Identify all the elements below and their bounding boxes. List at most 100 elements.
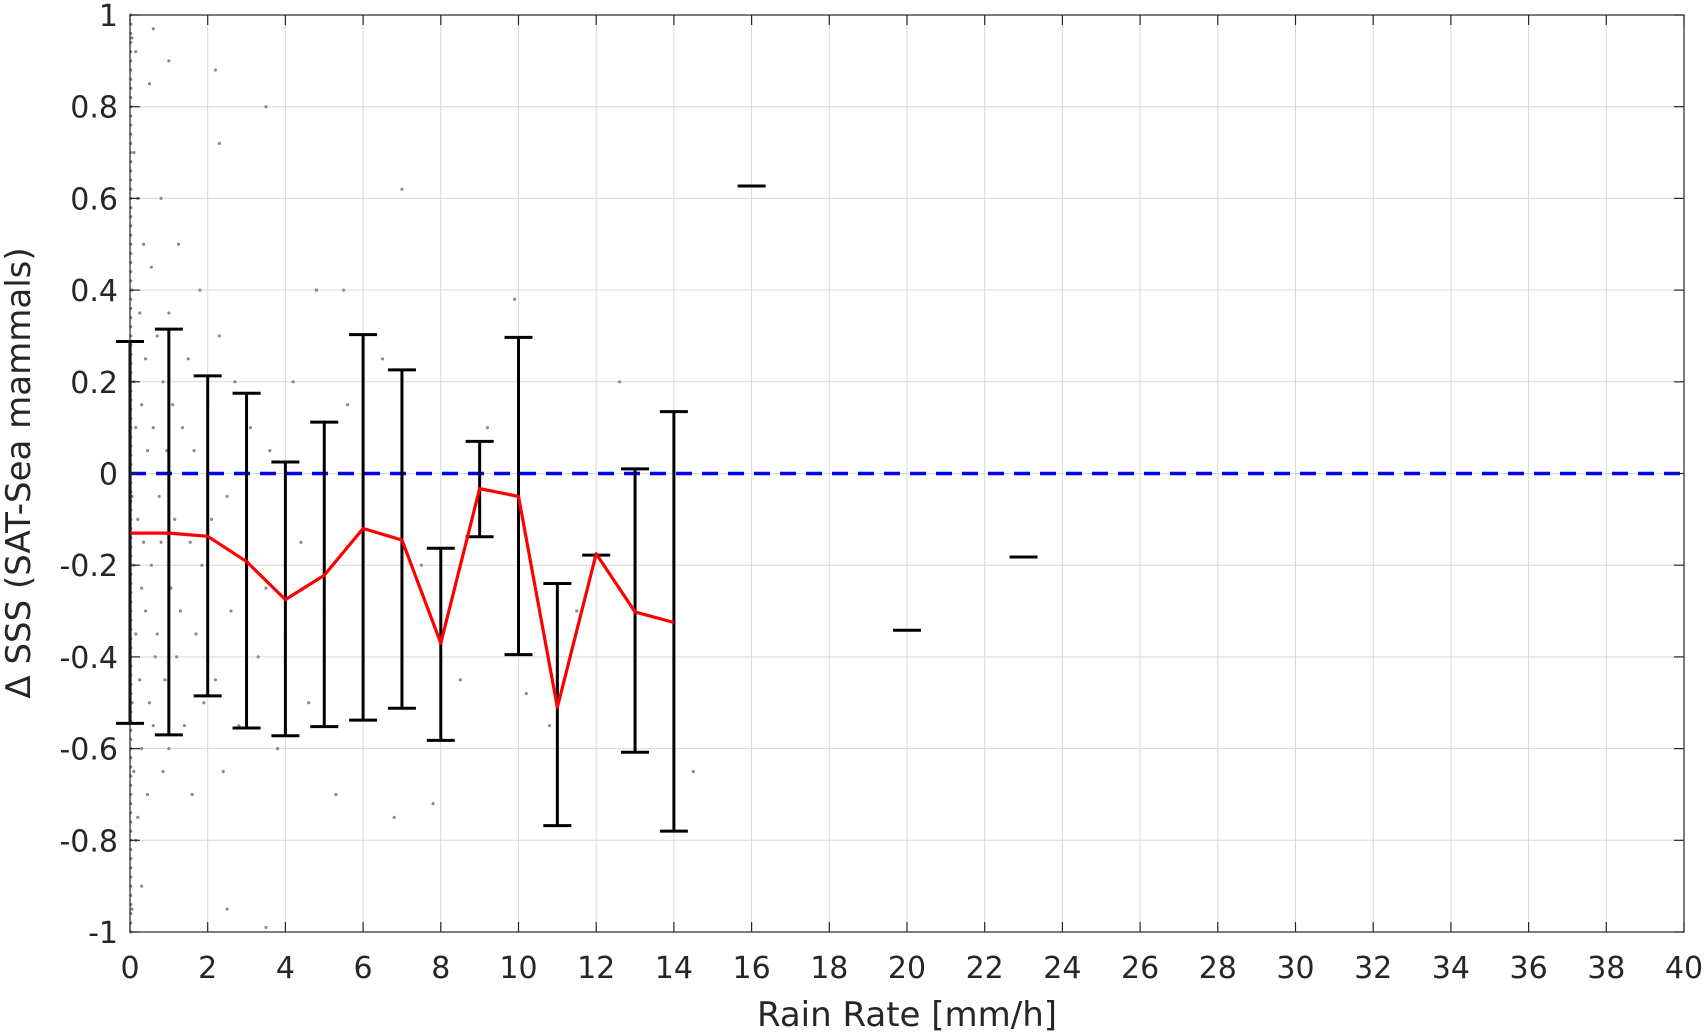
scatter-point bbox=[136, 815, 140, 819]
scatter-point bbox=[419, 563, 423, 567]
y-tick-label: 0.2 bbox=[70, 366, 118, 401]
scatter-point bbox=[134, 50, 138, 54]
y-tick-label: -0.8 bbox=[59, 824, 118, 859]
scatter-point bbox=[155, 632, 159, 636]
scatter-point bbox=[575, 609, 579, 613]
scatter-point bbox=[248, 426, 253, 430]
scatter-point bbox=[485, 426, 490, 430]
scatter-point bbox=[188, 540, 192, 544]
x-tick-label: 20 bbox=[888, 951, 926, 986]
scatter-point bbox=[145, 448, 150, 453]
scatter-point bbox=[276, 747, 280, 751]
scatter-point bbox=[140, 884, 144, 888]
scatter-point bbox=[167, 311, 171, 315]
scatter-point bbox=[138, 311, 142, 315]
scatter-point bbox=[200, 563, 204, 567]
scatter-point bbox=[547, 724, 552, 728]
y-tick-label: -0.2 bbox=[59, 549, 118, 584]
scatter-point bbox=[524, 691, 528, 696]
scatter-point bbox=[233, 380, 237, 384]
scatter-point bbox=[167, 59, 171, 63]
scatter-point bbox=[140, 586, 144, 590]
y-tick-label: 0 bbox=[99, 458, 118, 493]
x-tick-label: 22 bbox=[966, 951, 1004, 986]
scatter-point bbox=[155, 334, 159, 338]
x-tick-label: 18 bbox=[810, 951, 848, 986]
y-axis-ticks: -1 -0.8 -0.6 -0.4 -0.2 0 0.2 0.4 0.6 0.8 1 bbox=[59, 0, 1684, 951]
scatter-point bbox=[299, 540, 303, 544]
y-tick-label: 0.4 bbox=[70, 274, 118, 309]
x-tick-label: 24 bbox=[1043, 951, 1081, 986]
scatter-point bbox=[151, 426, 155, 430]
x-tick-label: 2 bbox=[198, 951, 217, 986]
scatter-point bbox=[136, 517, 140, 521]
scatter-point bbox=[153, 655, 157, 659]
scatter-point bbox=[213, 678, 218, 682]
y-tick-label: -0.6 bbox=[59, 733, 118, 768]
scatter-point bbox=[175, 655, 179, 659]
scatter-point bbox=[345, 403, 350, 407]
scatter-point bbox=[225, 907, 229, 911]
scatter-point bbox=[314, 288, 319, 292]
x-tick-label: 26 bbox=[1121, 951, 1159, 986]
scatter-point bbox=[307, 701, 311, 705]
scatter-point bbox=[180, 426, 185, 430]
scatter-point bbox=[132, 769, 136, 774]
mean-line-series bbox=[130, 487, 675, 709]
scatter-point bbox=[161, 769, 165, 774]
scatter-point bbox=[691, 769, 695, 774]
scatter-point bbox=[141, 540, 146, 544]
x-tick-label: 8 bbox=[431, 951, 450, 986]
scatter-point bbox=[225, 494, 229, 499]
x-tick-label: 32 bbox=[1354, 951, 1392, 986]
scatter-point bbox=[147, 701, 152, 705]
scatter-point bbox=[151, 724, 155, 728]
scatter-point bbox=[134, 632, 138, 636]
scatter-point bbox=[182, 724, 186, 728]
scatter-point bbox=[221, 769, 225, 774]
x-tick-label: 16 bbox=[733, 951, 771, 986]
y-tick-label: 0.6 bbox=[70, 182, 118, 217]
scatter-point bbox=[141, 242, 146, 246]
x-tick-label: 14 bbox=[655, 951, 693, 986]
scatter-point bbox=[194, 632, 198, 636]
scatter-point bbox=[159, 196, 163, 200]
mean-line bbox=[130, 487, 675, 709]
scatter-point bbox=[400, 187, 404, 191]
y-tick-label: 0.8 bbox=[70, 91, 118, 126]
y-axis-label: Δ SSS (SAT-Sea mammals) bbox=[0, 247, 39, 698]
scatter-point bbox=[173, 517, 177, 521]
scatter-point bbox=[264, 925, 268, 930]
scatter-point bbox=[130, 36, 134, 40]
scatter-point bbox=[134, 426, 138, 430]
scatter-point bbox=[167, 747, 171, 751]
x-tick-label: 10 bbox=[499, 951, 537, 986]
scatter-point bbox=[143, 609, 148, 613]
scatter-point bbox=[161, 380, 165, 384]
scatter-point bbox=[334, 792, 338, 797]
scatter-point bbox=[138, 678, 142, 682]
scatter-point bbox=[392, 815, 396, 819]
y-tick-label: 1 bbox=[99, 0, 118, 34]
scatter-point bbox=[268, 448, 272, 453]
x-tick-label: 12 bbox=[577, 951, 615, 986]
scatter-point bbox=[147, 82, 152, 86]
scatter-point bbox=[342, 288, 346, 292]
x-axis-ticks: 0 2 4 6 8 10 12 14 16 18 20 22 24 26 28 30 32 34 36 38 40 bbox=[120, 15, 1703, 986]
scatter-point bbox=[192, 448, 196, 453]
scatter-point bbox=[291, 380, 295, 384]
x-tick-label: 30 bbox=[1276, 951, 1314, 986]
scatter-point bbox=[178, 609, 183, 613]
y-tick-label: -0.4 bbox=[59, 641, 118, 676]
scatter-point bbox=[617, 380, 622, 384]
scatter-point bbox=[213, 68, 218, 72]
scatter-point bbox=[151, 27, 155, 31]
scatter-point bbox=[264, 105, 268, 109]
scatter-point bbox=[176, 242, 181, 246]
scatter-point bbox=[217, 141, 221, 145]
scatter-point bbox=[132, 150, 136, 155]
scatter-point bbox=[202, 701, 206, 705]
x-axis-label: Rain Rate [mm/h] bbox=[757, 995, 1057, 1035]
scatter-point bbox=[140, 747, 144, 751]
x-tick-label: 4 bbox=[276, 951, 295, 986]
